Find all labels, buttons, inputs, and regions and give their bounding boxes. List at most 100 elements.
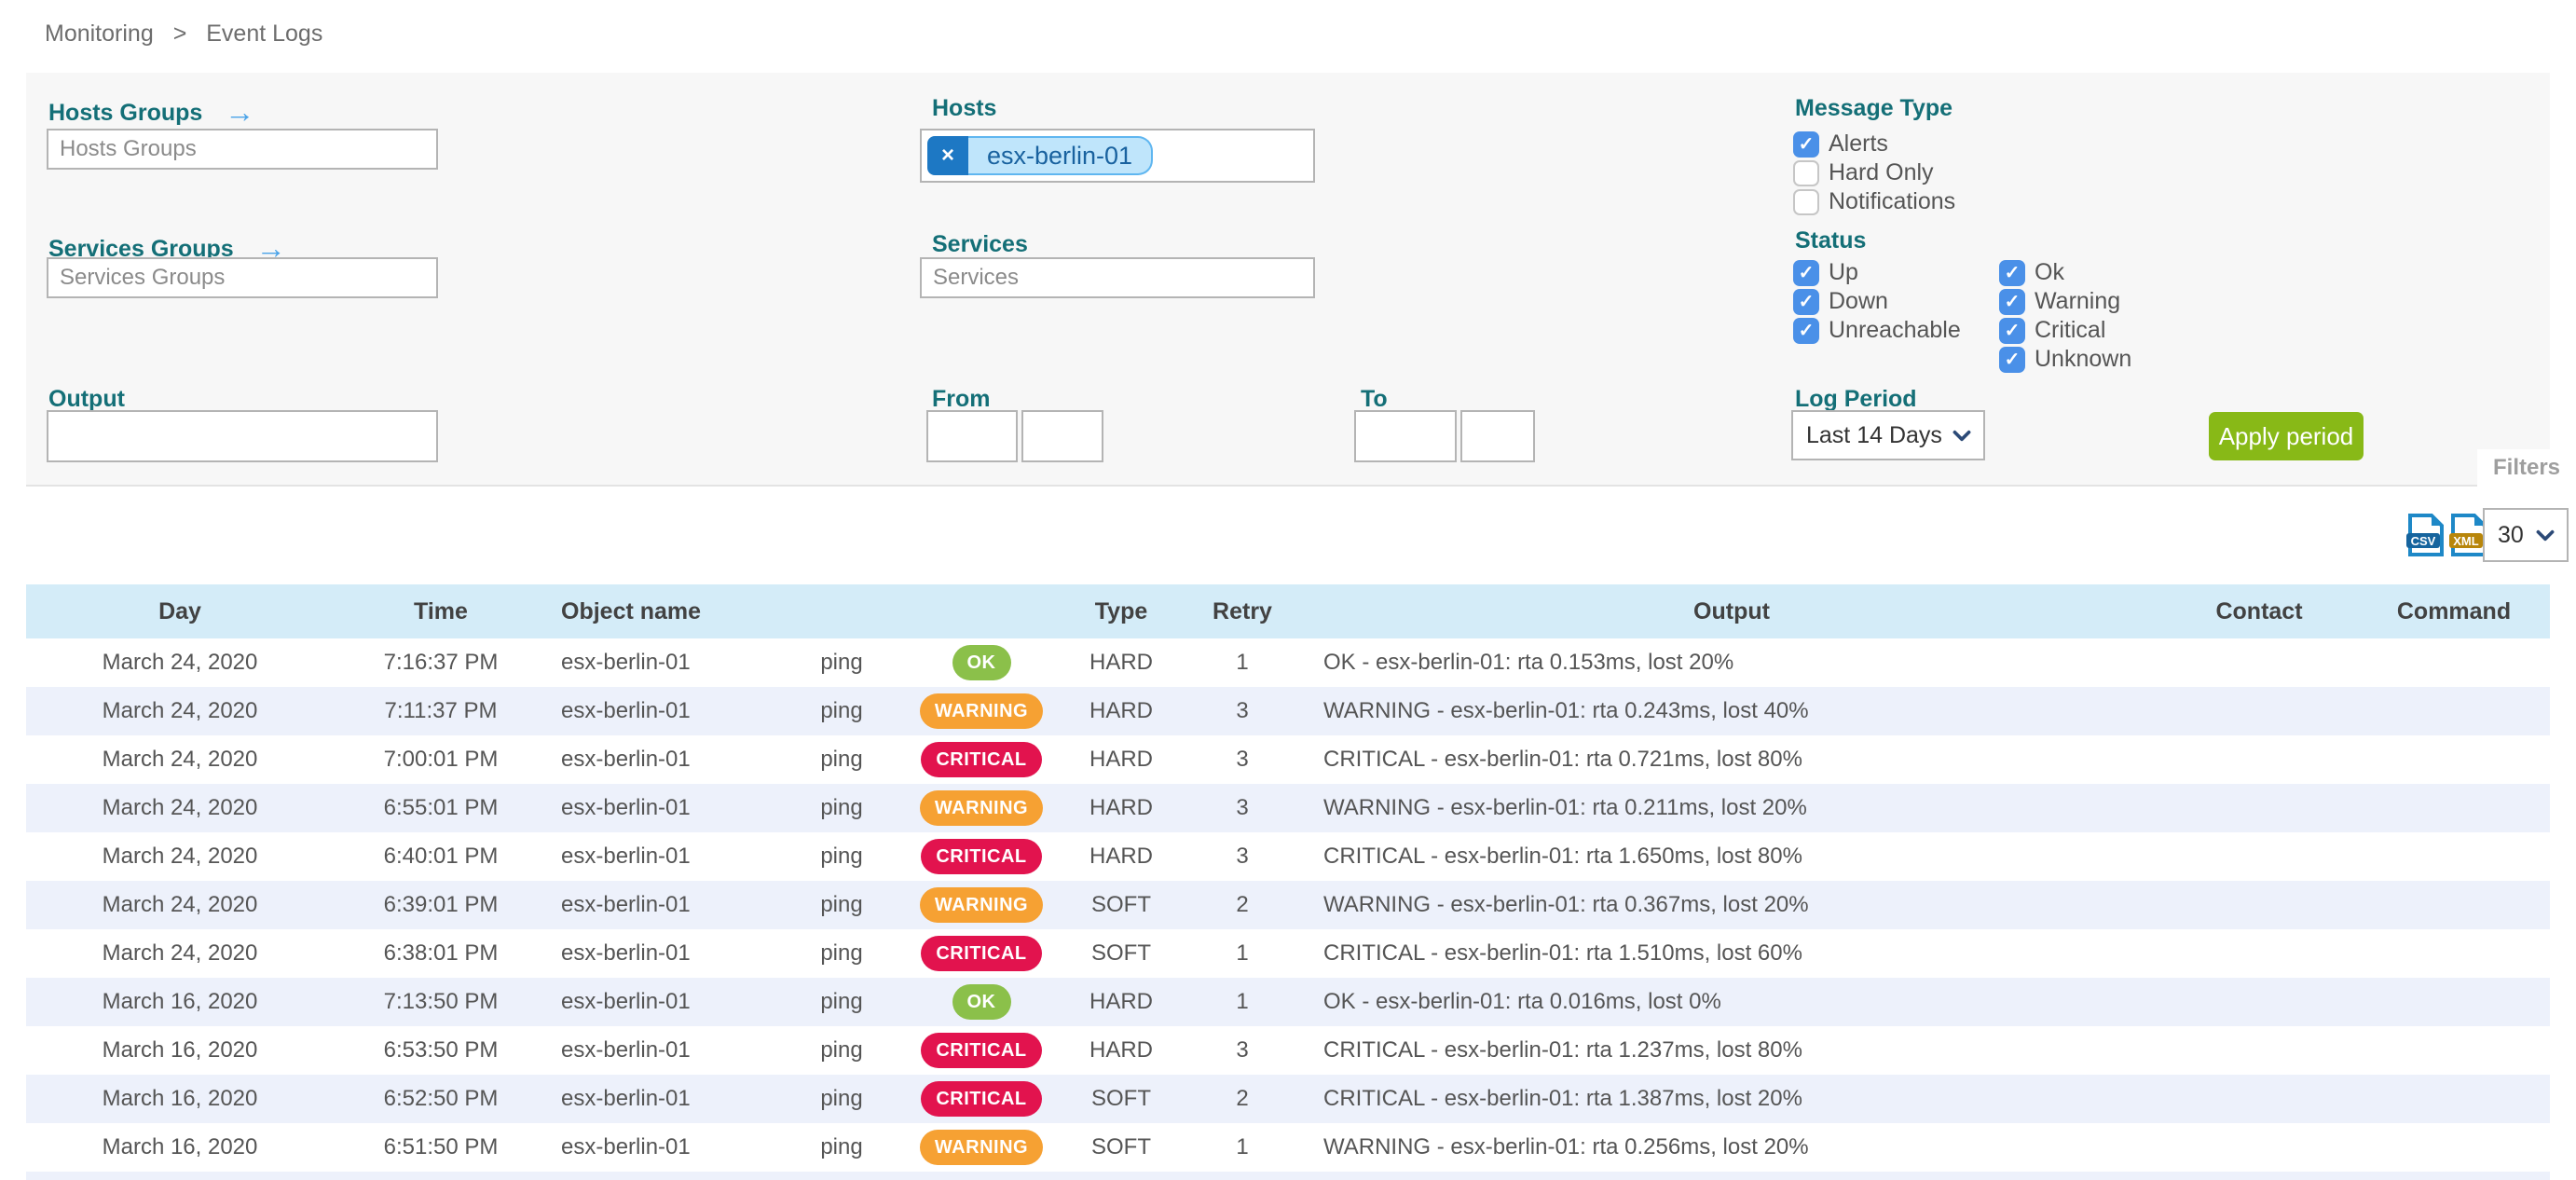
- table-row: March 24, 2020 6:39:01 PM esx-berlin-01 pin…: [26, 881, 2550, 929]
- checkbox-unchecked-icon[interactable]: [1793, 188, 1819, 215]
- checkbox-row-warning[interactable]: ✓ Warning: [1999, 288, 2131, 315]
- event-table-body: March 24, 2020 7:16:37 PM esx-berlin-01 pin…: [26, 638, 2550, 1172]
- cell-day: March 24, 2020: [102, 940, 258, 966]
- to-date-input[interactable]: [1354, 410, 1457, 462]
- cell-retry: 2: [1236, 1086, 1249, 1111]
- column-header-output[interactable]: Output: [1693, 597, 1770, 624]
- log-period-select[interactable]: Last 14 Days: [1793, 412, 1983, 459]
- from-date-input[interactable]: [926, 410, 1018, 462]
- checkbox-checked-icon[interactable]: ✓: [1793, 288, 1819, 315]
- cell-object-name: esx-berlin-01: [561, 795, 691, 820]
- status-badge: CRITICAL: [921, 936, 1042, 971]
- export-xml-icon[interactable]: XML: [2448, 514, 2487, 561]
- cell-day: March 24, 2020: [102, 844, 258, 869]
- export-csv-icon[interactable]: CSV: [2405, 514, 2445, 561]
- from-label: From: [932, 386, 991, 412]
- cell-type: HARD: [1089, 1037, 1153, 1063]
- cell-output: OK - esx-berlin-01: rta 0.016ms, lost 0%: [1323, 989, 1721, 1014]
- status-label: Status: [1795, 227, 1867, 254]
- table-header-row: Day Time Object name Type Retry Output Contact…: [26, 584, 2550, 638]
- apply-period-button[interactable]: Apply period: [2209, 412, 2364, 460]
- services-input[interactable]: [920, 257, 1315, 298]
- event-log-table: Day Time Object name Type Retry Output Contact…: [26, 584, 2550, 1180]
- column-header-object-name[interactable]: Object name: [561, 597, 702, 624]
- table-row: March 16, 2020 6:51:50 PM esx-berlin-01 pin…: [26, 1123, 2550, 1172]
- table-row: March 24, 2020 6:40:01 PM esx-berlin-01 pin…: [26, 832, 2550, 881]
- cell-type: HARD: [1089, 698, 1153, 723]
- checkbox-checked-icon[interactable]: ✓: [1793, 317, 1819, 344]
- cell-type: HARD: [1089, 844, 1153, 869]
- from-time-input[interactable]: [1021, 410, 1103, 462]
- output-input[interactable]: [47, 410, 438, 462]
- table-row: March 24, 2020 6:38:01 PM esx-berlin-01 pin…: [26, 929, 2550, 978]
- cell-status: WARNING: [902, 887, 1061, 923]
- cell-type: HARD: [1089, 989, 1153, 1014]
- message-type-label: Message Type: [1795, 95, 1953, 121]
- cell-output: OK - esx-berlin-01: rta 0.153ms, lost 20…: [1323, 650, 1734, 675]
- cell-day: March 16, 2020: [102, 1037, 258, 1063]
- column-header-command[interactable]: Command: [2396, 597, 2512, 624]
- arrow-right-icon[interactable]: →: [225, 95, 255, 129]
- checkbox-row-hard-only[interactable]: Hard Only: [1793, 159, 1955, 186]
- checkbox-row-unreachable[interactable]: ✓ Unreachable: [1793, 317, 1961, 344]
- checkbox-checked-icon[interactable]: ✓: [1999, 288, 2025, 315]
- checkbox-checked-icon[interactable]: ✓: [1999, 317, 2025, 344]
- cell-day: March 24, 2020: [102, 795, 258, 820]
- cell-status: CRITICAL: [902, 1033, 1061, 1068]
- cell-retry: 1: [1236, 1134, 1249, 1159]
- cell-time: 7:11:37 PM: [384, 698, 498, 723]
- services-groups-input[interactable]: [47, 257, 438, 298]
- cell-service: ping: [820, 1134, 863, 1159]
- cell-object-name: esx-berlin-01: [561, 989, 691, 1014]
- checkbox-row-ok[interactable]: ✓ Ok: [1999, 259, 2131, 286]
- column-header-contact[interactable]: Contact: [2215, 597, 2303, 624]
- checkbox-row-critical[interactable]: ✓ Critical: [1999, 317, 2131, 344]
- cell-time: 7:16:37 PM: [383, 650, 499, 675]
- output-label: Output: [48, 386, 125, 412]
- cell-service: ping: [820, 989, 863, 1014]
- remove-tag-icon[interactable]: ×: [927, 136, 968, 175]
- cell-day: March 24, 2020: [102, 650, 258, 675]
- cell-time: 7:00:01 PM: [383, 747, 499, 772]
- cell-day: March 16, 2020: [102, 1086, 258, 1111]
- checkbox-label-unreachable: Unreachable: [1829, 317, 1961, 343]
- to-time-input[interactable]: [1460, 410, 1535, 462]
- checkbox-unchecked-icon[interactable]: [1793, 159, 1819, 186]
- breadcrumb-item-monitoring[interactable]: Monitoring: [45, 21, 154, 47]
- checkbox-row-notifications[interactable]: Notifications: [1793, 188, 1955, 215]
- status-badge: WARNING: [919, 887, 1044, 923]
- column-header-time[interactable]: Time: [414, 597, 468, 624]
- checkbox-row-alerts[interactable]: ✓ Alerts: [1793, 130, 1955, 158]
- filters-tab[interactable]: Filters: [2477, 449, 2576, 487]
- cell-retry: 3: [1236, 1037, 1249, 1063]
- hosts-input[interactable]: × esx-berlin-01: [920, 129, 1315, 183]
- checkbox-row-unknown[interactable]: ✓ Unknown: [1999, 346, 2131, 373]
- checkbox-checked-icon[interactable]: ✓: [1793, 130, 1819, 158]
- cell-service: ping: [820, 1086, 863, 1111]
- checkbox-row-up[interactable]: ✓ Up: [1793, 259, 1961, 286]
- cell-time: 6:39:01 PM: [383, 892, 499, 917]
- status-badge: CRITICAL: [921, 1033, 1042, 1068]
- column-header-day[interactable]: Day: [158, 597, 201, 624]
- log-period-label: Log Period: [1795, 386, 1917, 412]
- page-size-select[interactable]: 30: [2485, 510, 2567, 560]
- cell-output: WARNING - esx-berlin-01: rta 0.256ms, lo…: [1323, 1134, 1809, 1159]
- cell-type: SOFT: [1091, 892, 1151, 917]
- checkbox-row-down[interactable]: ✓ Down: [1793, 288, 1961, 315]
- cell-output: WARNING - esx-berlin-01: rta 0.243ms, lo…: [1323, 698, 1809, 723]
- column-header-type[interactable]: Type: [1094, 597, 1148, 624]
- filter-panel: Hosts Groups→ Services Groups→ Output Ho…: [26, 73, 2576, 487]
- status-badge: OK: [952, 984, 1011, 1020]
- checkbox-checked-icon[interactable]: ✓: [1999, 346, 2025, 373]
- cell-object-name: esx-berlin-01: [561, 844, 691, 869]
- checkbox-label-notifications: Notifications: [1829, 188, 1956, 214]
- table-row: March 24, 2020 7:00:01 PM esx-berlin-01 pin…: [26, 735, 2550, 784]
- checkbox-checked-icon[interactable]: ✓: [1793, 259, 1819, 286]
- column-header-retry[interactable]: Retry: [1213, 597, 1272, 624]
- cell-status: CRITICAL: [902, 839, 1061, 874]
- checkbox-checked-icon[interactable]: ✓: [1999, 259, 2025, 286]
- hosts-groups-label: Hosts Groups: [48, 100, 203, 126]
- hosts-groups-input[interactable]: [47, 129, 438, 170]
- checkbox-label-critical: Critical: [2035, 317, 2106, 343]
- cell-status: CRITICAL: [902, 742, 1061, 777]
